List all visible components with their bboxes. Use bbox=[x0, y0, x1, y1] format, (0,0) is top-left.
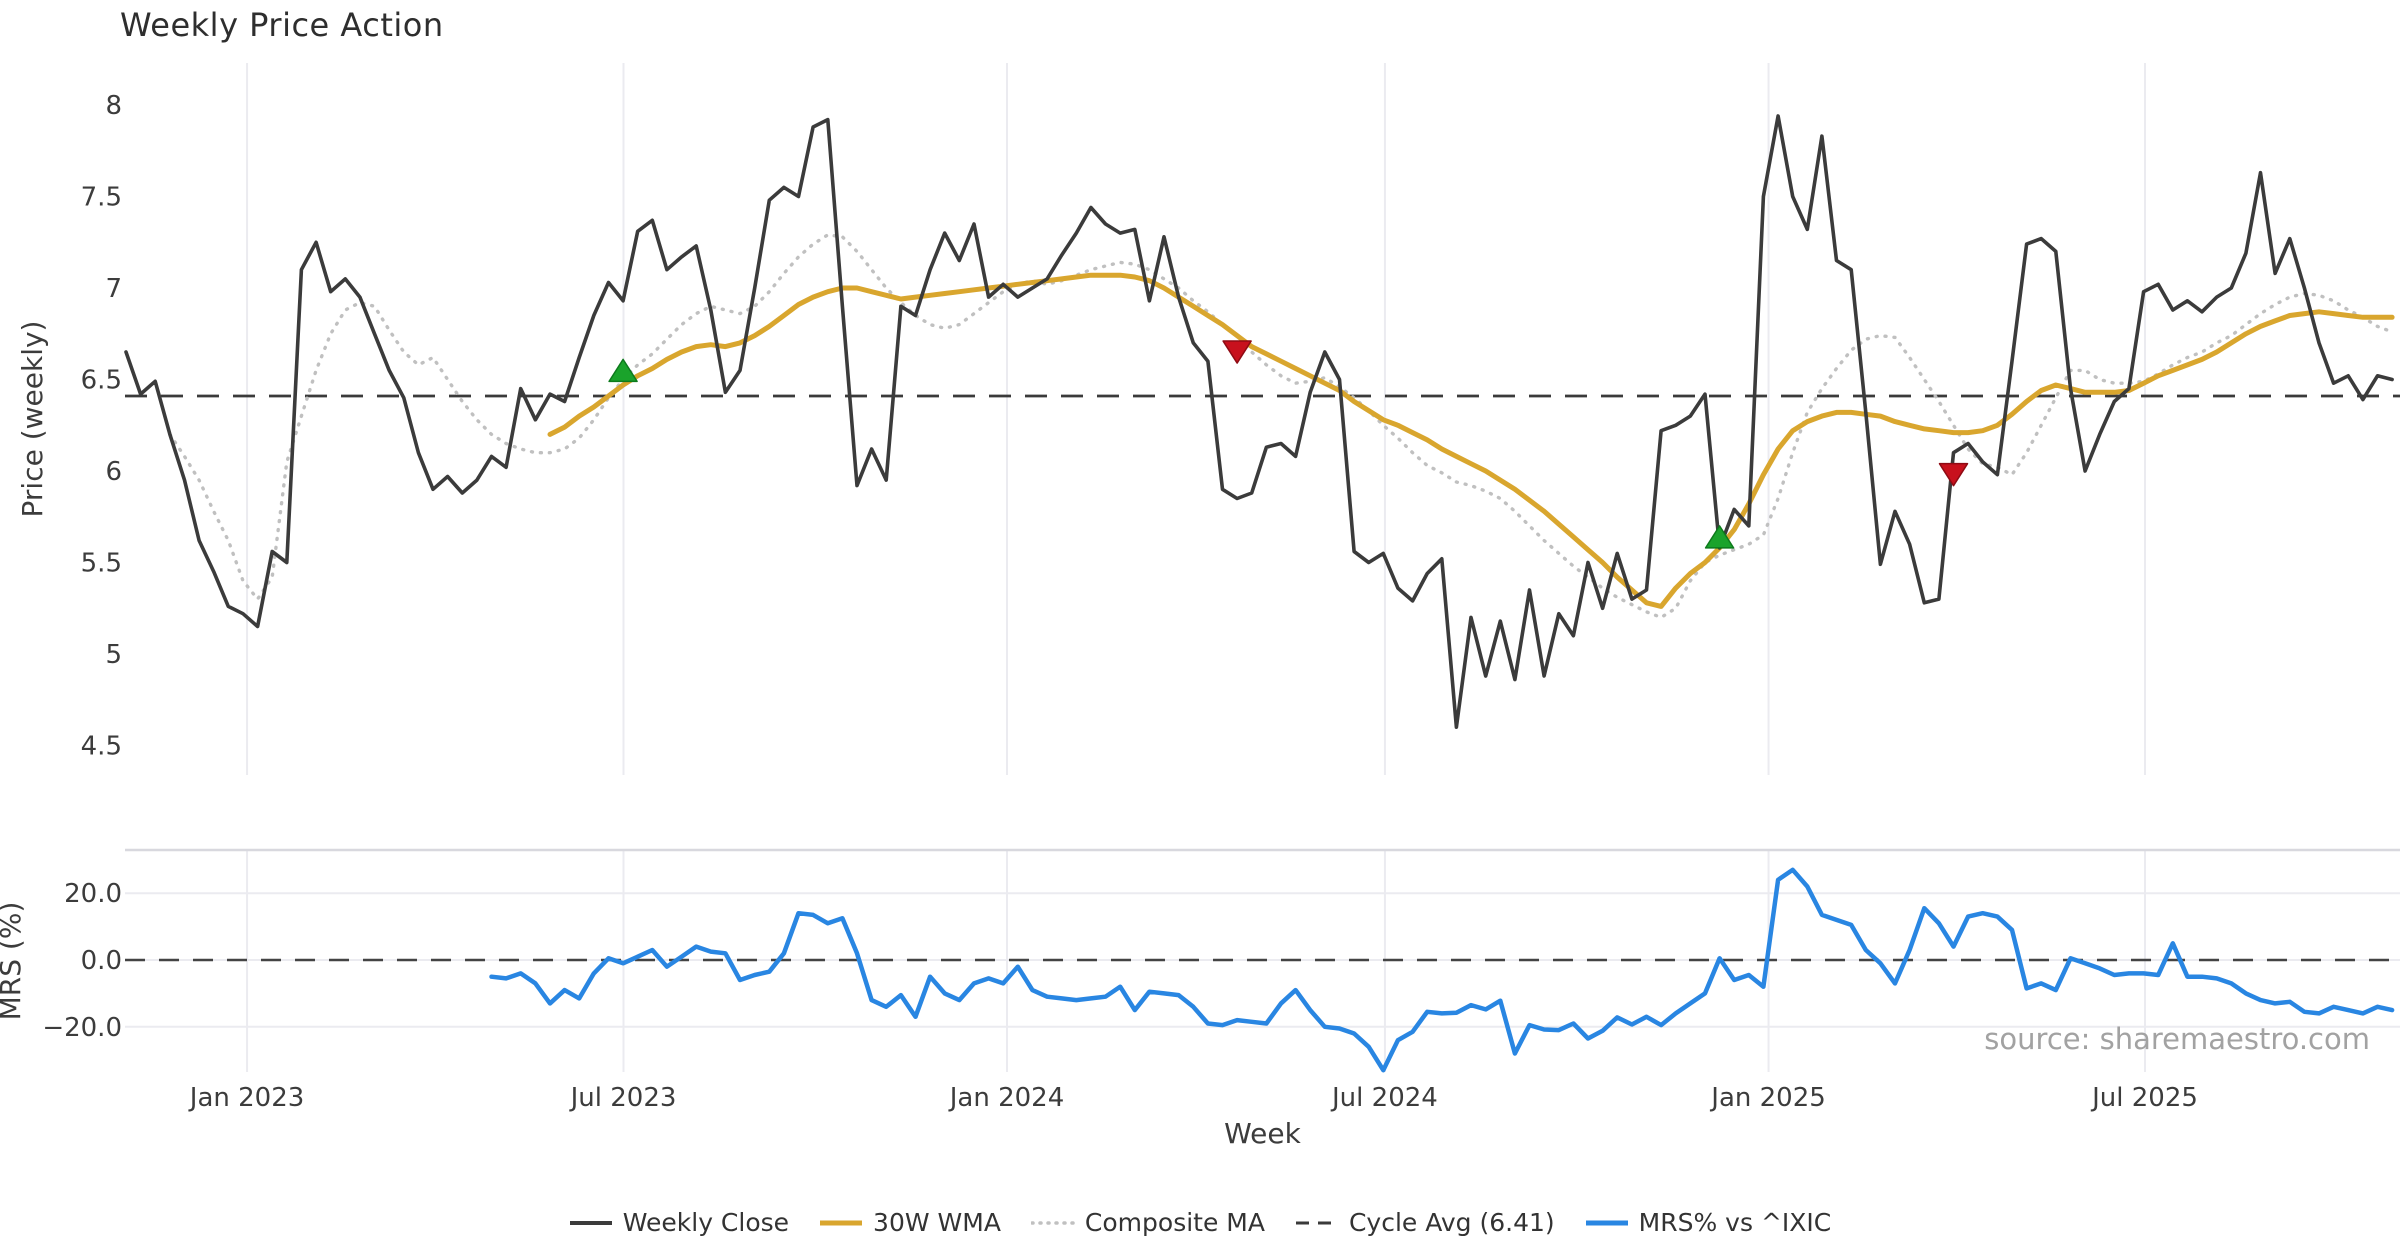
xtick-label: Jul 2025 bbox=[2090, 1083, 2198, 1113]
price-ytick-label: 7.5 bbox=[81, 183, 122, 213]
price-ytick-label: 7 bbox=[105, 274, 122, 304]
price-ytick-label: 6.5 bbox=[81, 366, 122, 396]
legend: Weekly Close 30W WMA Composite MA Cycle Avg… bbox=[0, 1208, 2400, 1237]
mrs-y-axis-label: MRS (%) bbox=[0, 902, 27, 1021]
legend-item: MRS% vs ^IXIC bbox=[1585, 1208, 1832, 1237]
price-ytick-label: 8 bbox=[105, 91, 122, 121]
legend-label: 30W WMA bbox=[873, 1208, 1001, 1237]
xtick-label: Jan 2025 bbox=[1709, 1083, 1826, 1113]
price-ytick-label: 5.5 bbox=[81, 549, 122, 579]
xtick-label: Jan 2024 bbox=[948, 1083, 1065, 1113]
sell-signal-marker bbox=[1222, 340, 1252, 364]
buy-signal-marker bbox=[1704, 525, 1735, 549]
xtick-label: Jul 2024 bbox=[1330, 1083, 1438, 1113]
legend-item: Weekly Close bbox=[569, 1208, 789, 1237]
legend-label: Weekly Close bbox=[622, 1208, 790, 1237]
price-ytick-label: 6 bbox=[105, 457, 122, 487]
composite-ma-line bbox=[168, 233, 2394, 620]
buy-signal-marker bbox=[608, 358, 638, 383]
price-chart-layer bbox=[124, 114, 2400, 730]
price-ytick-label: 5 bbox=[105, 640, 122, 670]
chart-title: Weekly Price Action bbox=[120, 6, 444, 44]
legend-item: Composite MA bbox=[1030, 1208, 1265, 1237]
mrs-ytick-label: 0.0 bbox=[81, 946, 122, 976]
xtick-label: Jul 2023 bbox=[569, 1083, 677, 1113]
legend-item: 30W WMA bbox=[819, 1208, 1001, 1237]
xtick-label: Jan 2023 bbox=[188, 1083, 305, 1113]
mrs-ytick-label: 20.0 bbox=[64, 879, 122, 909]
legend-label: MRS% vs ^IXIC bbox=[1638, 1208, 1832, 1237]
grid-layer bbox=[125, 63, 2400, 1072]
mrs-chart-layer bbox=[125, 867, 2400, 1073]
legend-label: Composite MA bbox=[1084, 1208, 1265, 1237]
legend-label: Cycle Avg (6.41) bbox=[1348, 1208, 1555, 1237]
wma-line bbox=[547, 272, 2395, 609]
mrs-ytick-label: −20.0 bbox=[42, 1013, 122, 1043]
mrs-line bbox=[489, 867, 2395, 1073]
legend-swatch-line bbox=[1585, 1220, 1628, 1225]
x-axis-label: Week bbox=[1224, 1117, 1301, 1150]
price-y-axis-label: Price (weekly) bbox=[16, 321, 49, 518]
weekly-close-line bbox=[124, 114, 2394, 730]
legend-item: Cycle Avg (6.41) bbox=[1295, 1208, 1555, 1237]
price-ytick-label: 4.5 bbox=[81, 732, 122, 762]
legend-swatch-line bbox=[820, 1220, 863, 1225]
legend-swatch-line bbox=[1295, 1221, 1338, 1224]
sell-signal-marker bbox=[1938, 462, 1969, 487]
legend-swatch-line bbox=[569, 1220, 612, 1225]
source-note: source: sharemaestro.com bbox=[1984, 1022, 2370, 1056]
legend-swatch-line bbox=[1030, 1220, 1075, 1225]
axis-labels-layer: 8 7.5 7 6.5 6 5.5 5 4.5 20.0 0.0 −20.0 Jan 2023 Jul … bbox=[0, 91, 2198, 1150]
